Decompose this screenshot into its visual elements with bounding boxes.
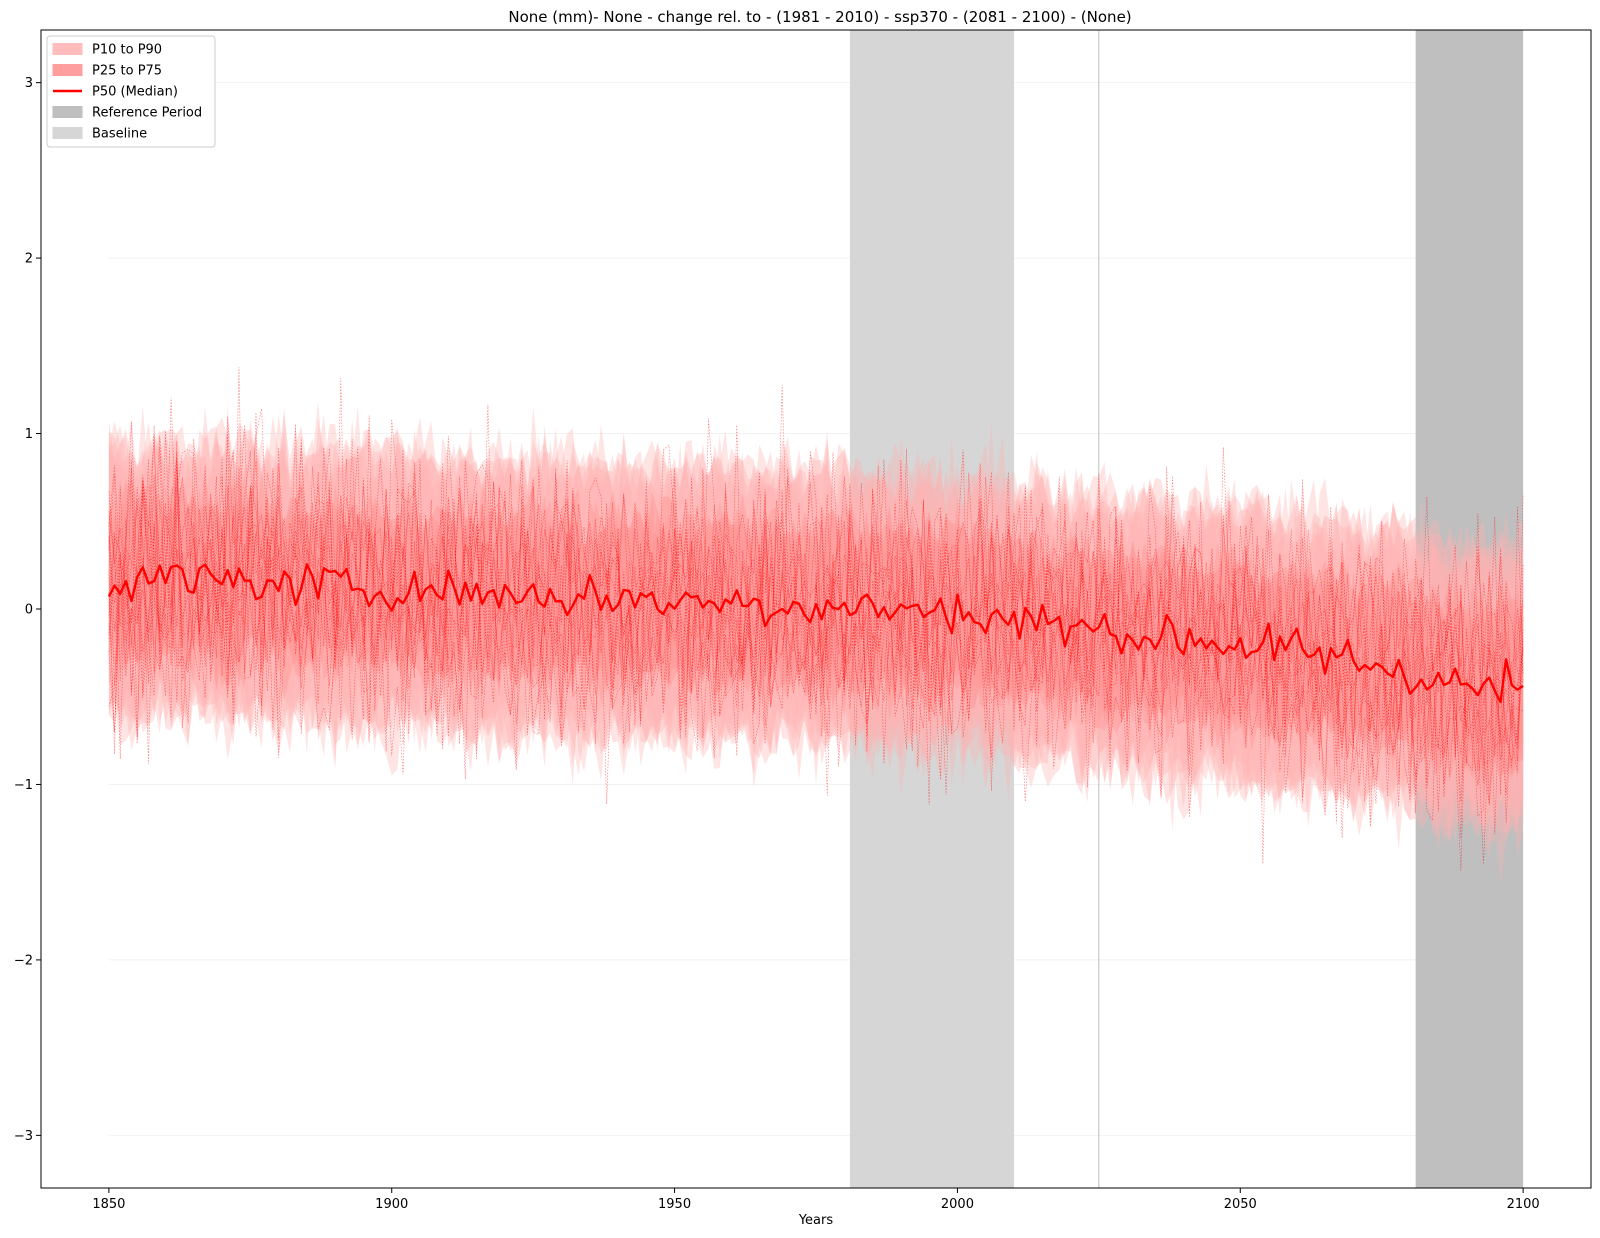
member-line-4: [108, 457, 1524, 823]
member-line-7: [108, 450, 1524, 865]
y-tick-label-5: 2: [25, 252, 33, 267]
chart-title: None (mm)- None - change rel. to - (1981…: [508, 8, 1131, 26]
band-p10-p90-5: [108, 418, 1524, 834]
legend: P10 to P90 P25 to P75 P50 (Median) Referenc…: [46, 35, 216, 148]
x-tick-label-2: 1950: [658, 1197, 691, 1212]
plot-area: [107, 30, 1524, 1188]
median-line-layer: [107, 563, 1524, 704]
legend-item-1: P25 to P75: [52, 64, 162, 79]
band-p10-p90-4: [108, 404, 1524, 849]
y-axis: −3 −2 −1 0 1 2 3: [14, 76, 41, 1144]
band-p10-p90-0: [108, 407, 1524, 857]
band-p10-p90-2: [108, 414, 1524, 840]
member-line-11: [108, 449, 1524, 809]
band-p25-p75-3: [108, 466, 1524, 799]
ensemble-member-lines: [108, 367, 1524, 871]
band-p25-p75-4: [108, 468, 1524, 790]
y-tick-label-0: −3: [14, 1129, 33, 1144]
y-tick-label-6: 3: [25, 76, 33, 91]
x-tick-label-4: 2050: [1224, 1197, 1257, 1212]
y-tick-label-4: 1: [25, 427, 33, 442]
member-line-9: [108, 404, 1524, 827]
y-tick-label-1: −2: [14, 953, 33, 968]
member-line-5: [108, 384, 1524, 807]
x-axis-label: Years: [798, 1213, 834, 1228]
x-tick-label-1: 1900: [375, 1197, 408, 1212]
legend-item-2: P50 (Median): [53, 85, 178, 100]
member-line-0: [108, 424, 1524, 864]
legend-box: [46, 35, 216, 148]
y-tick-label-3: 0: [25, 603, 33, 618]
x-tick-label-5: 2100: [1507, 1197, 1540, 1212]
legend-swatch-4: [52, 127, 83, 139]
y-tick-label-2: −1: [14, 778, 33, 793]
band-p25-p75-0: [108, 475, 1524, 778]
band-p10-p90-1: [108, 401, 1524, 885]
member-line-8: [108, 415, 1524, 835]
legend-item-4: Baseline: [52, 127, 147, 142]
span-baseline: [849, 30, 1014, 1188]
legend-item-0: P10 to P90: [52, 43, 162, 58]
band-p10-p90-3: [108, 414, 1524, 843]
x-axis: 1850 1900 1950 2000 2050 2100: [92, 1188, 1540, 1212]
member-line-6: [108, 408, 1524, 802]
grid-lines: [108, 82, 1524, 1136]
shaded-periods: [849, 30, 1524, 1188]
band-p25-p75-2: [108, 473, 1524, 780]
legend-label-0: P10 to P90: [92, 43, 162, 58]
member-line-13: [108, 416, 1524, 812]
median-line: [107, 563, 1524, 704]
legend-swatch-3: [52, 106, 83, 118]
legend-swatch-0: [52, 43, 83, 55]
legend-items: P10 to P90 P25 to P75 P50 (Median) Referenc…: [52, 43, 202, 142]
legend-label-3: Reference Period: [92, 106, 202, 121]
legend-label-2: P50 (Median): [92, 85, 178, 100]
legend-label-4: Baseline: [92, 127, 147, 142]
legend-swatch-1: [52, 64, 83, 76]
x-tick-label-0: 1850: [92, 1197, 125, 1212]
legend-item-3: Reference Period: [52, 106, 202, 121]
legend-label-1: P25 to P75: [92, 64, 162, 79]
x-tick-label-3: 2000: [941, 1197, 974, 1212]
member-line-2: [108, 367, 1524, 839]
